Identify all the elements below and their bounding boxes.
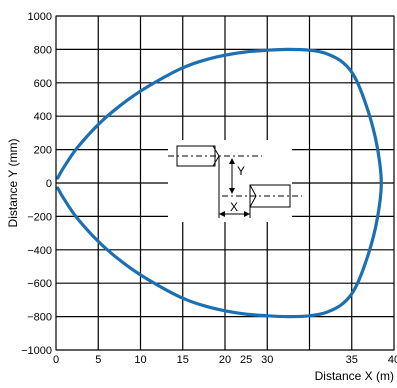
y-tick-label: 0 [46,178,52,190]
y-tick-label: −200 [27,211,52,223]
y-arrow-head-bottom [229,188,235,194]
x-tick-label: 15 [177,354,189,366]
y-tick-label: −1000 [21,345,52,357]
plot-frame [55,15,395,351]
inset-x-label: X [230,200,238,214]
y-arrow-head-top [229,158,235,164]
x-tick-label: 25 [240,354,252,366]
x-tick-label: 20 [219,354,231,366]
y-tick-label: 1000 [28,11,52,23]
y-tick-label: 800 [34,44,52,56]
series-layer [56,47,383,319]
y-tick-label: −400 [27,245,52,257]
x-arrow-head-left [219,211,225,217]
y-axis-title: Distance Y (mm) [6,139,20,228]
x-tick-label: 10 [134,354,146,366]
y-tick-label: 600 [34,78,52,90]
x-arrow-head-right [244,211,250,217]
x-tick-label: 0 [53,354,59,366]
x-tick-label: 40 [388,354,397,366]
inset-y-label: Y [237,164,245,178]
y-tick-label: −600 [27,278,52,290]
detection-boundary-curve [56,47,383,319]
x-tick-label: 35 [346,354,358,366]
x-axis-title: Distance X (m) [315,369,394,383]
sensor-inset-diagram: Y X [168,140,302,222]
x-tick-label: 5 [95,354,101,366]
x-tick-label: 30 [261,354,273,366]
y-tick-label: −800 [27,312,52,324]
y-tick-label: 400 [34,111,52,123]
y-tick-label: 200 [34,145,52,157]
